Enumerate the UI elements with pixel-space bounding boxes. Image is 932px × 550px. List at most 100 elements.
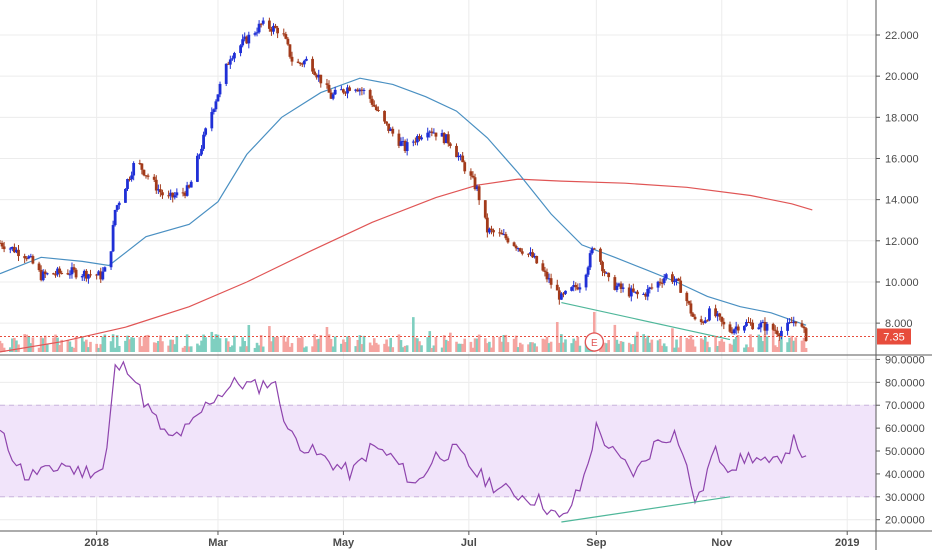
candle-body: [0, 242, 4, 247]
volume-bar: [80, 336, 84, 352]
candle-body: [689, 303, 693, 314]
volume-bar: [428, 331, 432, 352]
candle-body: [72, 267, 76, 270]
volume-bar: [502, 334, 506, 352]
volume-bar: [253, 347, 257, 352]
volume-bar: [399, 340, 403, 352]
indicator-axis-tick-label: 40.0000: [885, 469, 925, 481]
volume-bar: [535, 346, 539, 352]
volume-bar: [693, 346, 697, 352]
candle-body: [780, 330, 783, 337]
candle-body: [156, 189, 160, 191]
volume-bar: [543, 339, 547, 352]
candle-body: [763, 321, 767, 331]
candle-body: [124, 188, 127, 203]
candle-body: [87, 274, 90, 279]
candle-body: [742, 325, 746, 331]
candle-body: [329, 92, 333, 99]
volume-bar: [29, 343, 33, 352]
volume-bar: [372, 338, 376, 352]
volume-bar: [527, 344, 530, 352]
candle-body: [605, 272, 609, 274]
volume-bar: [124, 340, 127, 352]
volume-bar: [405, 345, 409, 352]
candle-body: [290, 56, 294, 62]
volume-bar: [315, 339, 318, 352]
volume-bar: [247, 324, 251, 352]
candle-body: [720, 316, 724, 322]
volume-bar: [504, 334, 508, 352]
candle-body: [41, 271, 45, 281]
volume-bar: [751, 347, 754, 352]
candle-body: [671, 274, 674, 282]
candle-body: [132, 163, 136, 176]
volume-bar: [734, 336, 738, 352]
candle-body: [319, 74, 323, 84]
volume-layer: [0, 312, 808, 352]
candle-body: [685, 292, 689, 302]
candle-body: [185, 185, 189, 196]
indicator-band: [0, 405, 876, 497]
candle-body: [535, 255, 539, 264]
volume-bar: [189, 346, 193, 352]
date-axis-tick-label: Jul: [461, 537, 477, 549]
candle-body: [257, 23, 261, 33]
candle-body: [111, 225, 115, 252]
volume-bar: [498, 336, 501, 352]
volume-bar: [288, 346, 292, 352]
volume-bar: [185, 334, 189, 352]
volume-bar: [455, 341, 458, 352]
volume-bar: [775, 347, 779, 352]
volume-bar: [788, 337, 791, 352]
candle-body: [749, 322, 752, 324]
candle-body: [270, 28, 273, 32]
candle-body: [212, 109, 216, 112]
indicator-axis-tick-label: 90.0000: [885, 354, 925, 366]
indicator-axis-tick-label: 60.0000: [885, 423, 925, 435]
volume-bar: [233, 335, 236, 352]
candle-body: [17, 249, 20, 257]
volume-bar: [621, 341, 625, 352]
volume-bar: [296, 337, 300, 352]
candle-body: [557, 290, 561, 300]
volume-bar: [173, 344, 177, 352]
volume-bar: [778, 339, 781, 352]
candle-body: [52, 273, 55, 275]
candle-body: [317, 74, 321, 78]
volume-bar: [459, 343, 462, 352]
candle-body: [261, 20, 265, 24]
candle-body: [734, 326, 738, 330]
volume-bar: [31, 337, 35, 352]
volume-bar: [56, 337, 59, 352]
volume-bar: [226, 341, 230, 352]
candle-body: [68, 274, 72, 276]
candle-body: [675, 278, 678, 282]
candle-body: [204, 128, 208, 135]
volume-bar: [562, 342, 565, 352]
candle-body: [8, 248, 12, 250]
volume-bar: [685, 337, 689, 352]
volume-bar: [257, 345, 261, 352]
candle-body: [89, 274, 92, 276]
candle-body: [385, 121, 388, 124]
candle-body: [745, 321, 748, 326]
candle-body: [74, 269, 78, 278]
volume-bar: [344, 342, 347, 352]
volume-bar: [490, 347, 493, 352]
candle-body: [158, 189, 162, 193]
volume-bar: [325, 326, 329, 352]
candle-body: [354, 89, 358, 91]
volume-bar: [500, 341, 504, 352]
candle-body: [418, 136, 421, 140]
date-axis-tick-label: Sep: [586, 537, 606, 549]
volume-bar: [333, 336, 337, 352]
volume-bar: [572, 338, 576, 352]
volume-bar: [457, 343, 460, 352]
candle-body: [574, 284, 578, 288]
candle-body: [549, 278, 553, 285]
volume-bar: [212, 338, 216, 352]
candle-body: [664, 274, 668, 279]
candle-body: [175, 192, 179, 196]
volume-bar: [426, 337, 430, 352]
volume-bar: [461, 343, 464, 352]
